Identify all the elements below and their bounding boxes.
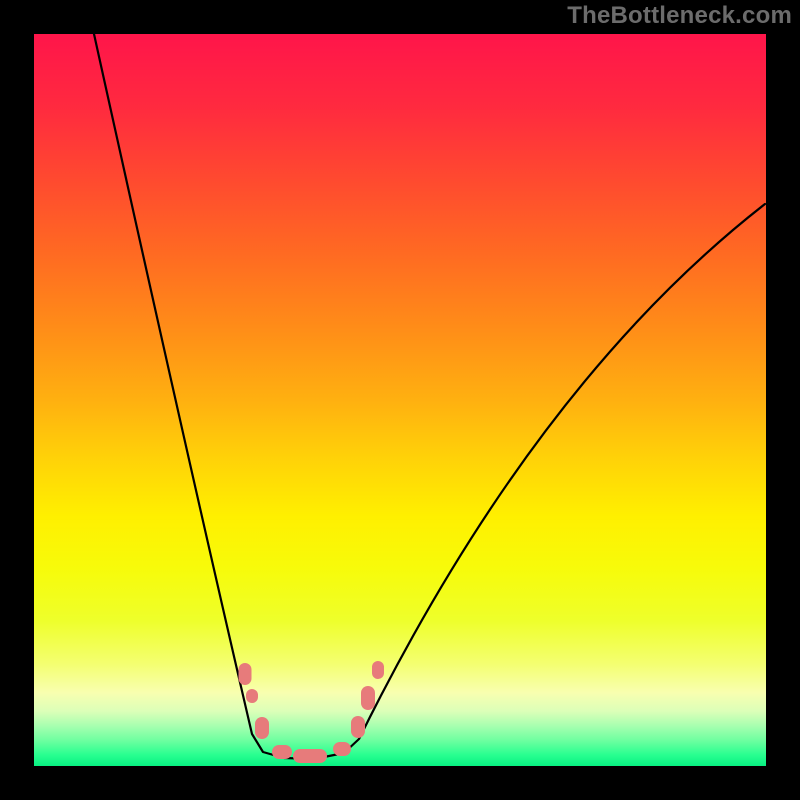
plot-area — [34, 34, 766, 766]
plot-svg — [34, 34, 766, 766]
watermark-text: TheBottleneck.com — [567, 2, 792, 30]
bottleneck-curve — [94, 34, 765, 759]
